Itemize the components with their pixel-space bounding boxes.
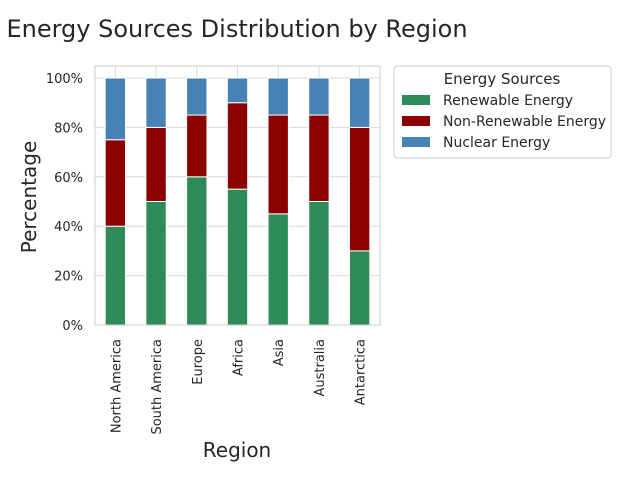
legend-title: Energy Sources <box>444 70 561 88</box>
legend-frame <box>393 65 612 159</box>
x-tick-labels: North America South America Europe Africa As… <box>109 339 368 435</box>
bar-nuclear-energy <box>145 77 167 128</box>
bar-renewable-energy <box>145 201 167 326</box>
bar-non-renewable-energy <box>226 102 249 190</box>
y-tick-labels: 0% 20% 40% 60% 80% 100% <box>46 72 83 334</box>
bar-nuclear-energy <box>348 77 371 128</box>
bar-nuclear-energy <box>308 77 330 116</box>
x-tick-label: North America <box>109 339 124 433</box>
legend-swatch <box>402 116 430 126</box>
x-tick-label: Africa <box>232 339 247 376</box>
bar-non-renewable-energy <box>267 114 289 215</box>
bars <box>104 77 371 326</box>
x-tick-label: Australia <box>313 339 328 397</box>
bar-non-renewable-energy <box>145 126 167 202</box>
y-tick-label: 20% <box>54 270 83 285</box>
bar-nuclear-energy <box>104 77 127 141</box>
bar-renewable-energy <box>267 213 289 326</box>
bar-nuclear-energy <box>267 77 289 116</box>
x-axis-label: Region <box>203 438 271 462</box>
y-tick-label: 60% <box>54 171 83 186</box>
legend-label: Renewable Energy <box>443 93 573 109</box>
bar-renewable-energy <box>104 225 127 326</box>
x-tick-label: South America <box>150 339 165 435</box>
legend-label: Nuclear Energy <box>443 135 550 151</box>
legend-items: Renewable Energy Non-Renewable Energy Nucl… <box>402 93 606 151</box>
y-tick-label: 80% <box>54 121 83 136</box>
y-tick-label: 0% <box>62 319 83 334</box>
x-tick-label: Antarctica <box>354 339 369 405</box>
bar-non-renewable-energy <box>186 114 208 178</box>
bar-non-renewable-energy <box>348 126 371 252</box>
legend-label: Non-Renewable Energy <box>443 114 606 130</box>
y-tick-label: 100% <box>46 72 83 87</box>
bar-nuclear-energy <box>226 77 249 104</box>
plot-frame <box>94 65 381 326</box>
legend-swatch <box>402 137 430 147</box>
legend-swatch <box>402 95 430 105</box>
bar-non-renewable-energy <box>104 139 127 227</box>
bar-non-renewable-energy <box>308 114 330 202</box>
y-tick-label: 40% <box>54 220 83 235</box>
bar-renewable-energy <box>226 188 249 326</box>
y-axis-label: Percentage <box>17 141 41 254</box>
bar-nuclear-energy <box>186 77 208 116</box>
bar-renewable-energy <box>308 201 330 326</box>
bar-renewable-energy <box>348 250 371 326</box>
bar-renewable-energy <box>186 176 208 326</box>
plot-area <box>94 65 381 326</box>
chart-title: Energy Sources Distribution by Region <box>6 15 467 43</box>
x-tick-label: Europe <box>191 339 206 385</box>
x-tick-label: Asia <box>272 339 287 366</box>
legend: Energy Sources Renewable Energy Non-Renew… <box>393 65 612 159</box>
